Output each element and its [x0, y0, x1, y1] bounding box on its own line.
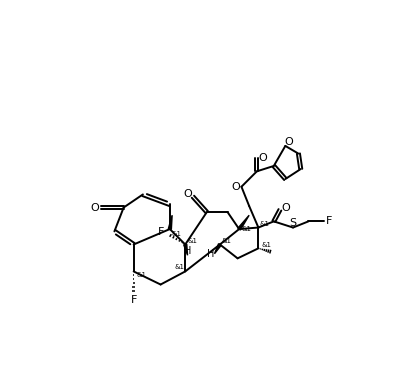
Text: O: O	[91, 203, 99, 213]
Polygon shape	[238, 215, 249, 230]
Text: F: F	[158, 227, 165, 237]
Text: &1: &1	[259, 221, 270, 227]
Text: O: O	[285, 137, 293, 147]
Text: &1: &1	[261, 242, 271, 248]
Text: O: O	[183, 189, 192, 199]
Text: F: F	[326, 216, 332, 226]
Polygon shape	[184, 244, 188, 255]
Text: O: O	[231, 182, 240, 192]
Polygon shape	[168, 215, 172, 229]
Text: H: H	[207, 249, 214, 259]
Text: S: S	[289, 218, 297, 228]
Text: &1: &1	[174, 264, 184, 270]
Text: &1: &1	[188, 238, 198, 244]
Text: F: F	[130, 295, 137, 305]
Text: &1: &1	[221, 238, 231, 244]
Text: &1: &1	[136, 272, 147, 277]
Text: &1: &1	[171, 231, 181, 237]
Text: &1: &1	[242, 226, 252, 232]
Polygon shape	[215, 244, 221, 254]
Text: O: O	[282, 203, 291, 213]
Text: O: O	[259, 153, 267, 163]
Text: H: H	[184, 246, 191, 256]
